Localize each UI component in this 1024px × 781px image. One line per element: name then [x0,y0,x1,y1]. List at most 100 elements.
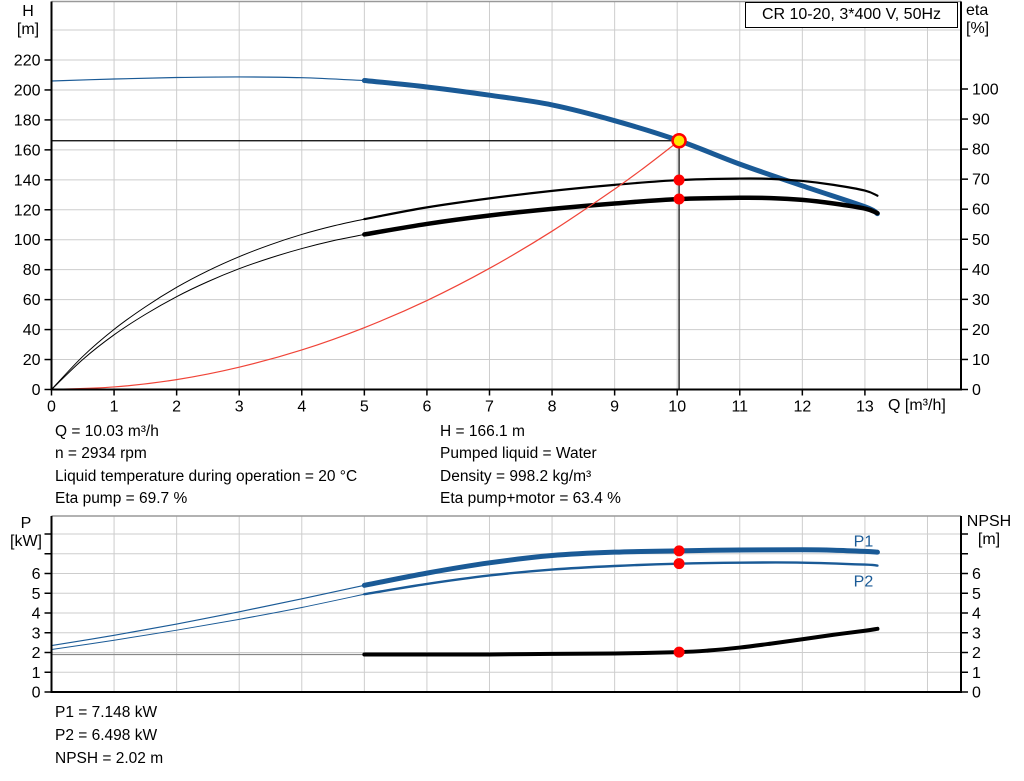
eta-axis-symbol: eta [966,2,989,19]
y-right-tick-label: 5 [972,586,981,603]
x-tick-label: 1 [110,399,119,416]
series-label-p1: P1 [854,534,874,551]
x-tick-label: 0 [47,399,56,416]
annotation-head: H = 166.1 m [440,423,525,440]
operating-point-dot [673,646,685,658]
series-label-p2: P2 [854,573,874,590]
bottom-annotations: P1 = 7.148 kW P2 = 6.498 kW NPSH = 2.02 … [55,701,163,770]
y-left-tick-label: 120 [14,202,41,219]
y-left-tick-label: 40 [23,322,41,339]
eta-pump-motor-curve-thin [51,233,365,390]
y-right-tick-label: 50 [972,232,990,249]
operating-point-dot [673,174,685,186]
y-left-tick-label: 160 [14,142,41,159]
y-left-tick-label: 140 [14,172,41,189]
y-right-tick-label: 6 [972,566,981,583]
operating-point-dot [673,545,685,557]
annotation-eta-pump: Eta pump = 69.7 % [55,489,188,507]
y-left-tick-label: 200 [14,82,41,99]
npsh-curve [362,626,880,657]
q-axis-label: Q [m³/h] [888,397,946,414]
annotation-flow: Q = 10.03 m³/h [55,423,159,440]
annotation-pumped-liquid: Pumped liquid = Water [440,445,597,463]
x-tick-label: 9 [610,399,619,416]
x-tick-label: 10 [668,399,686,416]
system-curve [50,140,680,391]
eta-axis-unit: [%] [966,20,990,37]
annotation-eta-pump-motor: Eta pump+motor = 63.4 % [440,489,621,507]
p-axis-label: P [kW] [6,515,46,551]
top-annotations-left: Q = 10.03 m³/h n = 2934 rpm Liquid tempe… [55,421,357,510]
x-tick-label: 3 [235,399,244,416]
p1-curve-thin [50,584,365,647]
x-tick-label: 2 [172,399,181,416]
y-right-tick-label: 90 [972,112,990,129]
annotation-p1: P1 = 7.148 kW [55,704,158,721]
y-left-tick-label: 5 [32,586,41,603]
x-tick-label: 4 [297,399,306,416]
p-axis-unit: [kW] [10,533,42,550]
x-tick-label: 12 [793,399,811,416]
eta-axis-label: eta [%] [966,2,1010,38]
x-tick-label: 11 [731,399,748,416]
p2-curve-thin [51,593,365,651]
pump-curve-qh-thin [50,76,365,82]
h-axis-label: H [m] [10,3,46,39]
eta-pump-curve-thin [51,218,365,390]
y-right-tick-label: 4 [972,606,981,623]
eta-pump-curve [363,177,879,221]
npsh-axis-unit: [m] [977,531,1001,548]
x-tick-label: 8 [548,399,557,416]
curve-title: CR 10-20, 3*400 V, 50Hz [761,6,942,23]
p1-curve [361,547,880,588]
operating-point-dot [673,558,685,570]
h-axis-symbol: H [22,3,34,20]
y-left-tick-label: 80 [23,262,41,279]
annotation-liquid-temp: Liquid temperature during operation = 20… [55,467,358,485]
y-left-tick-label: 4 [32,606,41,623]
y-left-tick-label: 100 [14,232,41,249]
y-left-tick-label: 0 [32,382,41,399]
npsh-axis-symbol: NPSH [966,513,1012,530]
duty-point-marker[interactable] [671,132,687,149]
y-right-tick-label: 60 [972,202,990,219]
y-left-tick-label: 60 [23,292,41,309]
y-left-tick-label: 0 [32,685,41,702]
p2-curve [363,561,879,596]
y-right-tick-label: 2 [972,645,981,662]
y-right-tick-label: 10 [972,352,990,369]
y-left-tick-label: 20 [23,352,41,369]
pump-curve-qh [361,78,880,217]
x-tick-label: 5 [360,399,369,416]
y-left-tick-label: 2 [32,645,41,662]
annotation-speed: n = 2934 rpm [55,445,147,463]
x-tick-label: 13 [856,399,874,416]
y-left-tick-label: 1 [32,665,41,682]
h-axis-unit: [m] [16,21,40,38]
curve-title-box: CR 10-20, 3*400 V, 50Hz [745,2,958,28]
top-annotations-right: H = 166.1 m Pumped liquid = Water Densit… [440,421,621,510]
y-left-tick-label: 180 [14,112,41,129]
x-tick-label: 7 [485,399,494,416]
y-right-tick-label: 70 [972,172,990,189]
eta-pump-motor-curve [362,195,880,237]
y-right-tick-label: 0 [972,685,981,702]
npsh-axis-label: NPSH [m] [962,513,1016,549]
y-right-tick-label: 80 [972,142,990,159]
y-right-tick-label: 30 [972,292,990,309]
annotation-npsh: NPSH = 2.02 m [55,750,164,767]
annotation-density: Density = 998.2 kg/m³ [440,467,592,485]
y-right-tick-label: 100 [972,82,999,99]
p-axis-symbol: P [20,515,32,532]
y-left-tick-label: 220 [14,53,41,70]
y-left-tick-label: 3 [32,625,41,642]
x-tick-label: 6 [422,399,431,416]
operating-point-dot [673,193,685,205]
annotation-p2: P2 = 6.498 kW [55,727,158,744]
y-right-tick-label: 3 [972,625,981,642]
y-right-tick-label: 40 [972,262,990,279]
y-left-tick-label: 6 [32,566,41,583]
y-right-tick-label: 0 [972,382,981,399]
